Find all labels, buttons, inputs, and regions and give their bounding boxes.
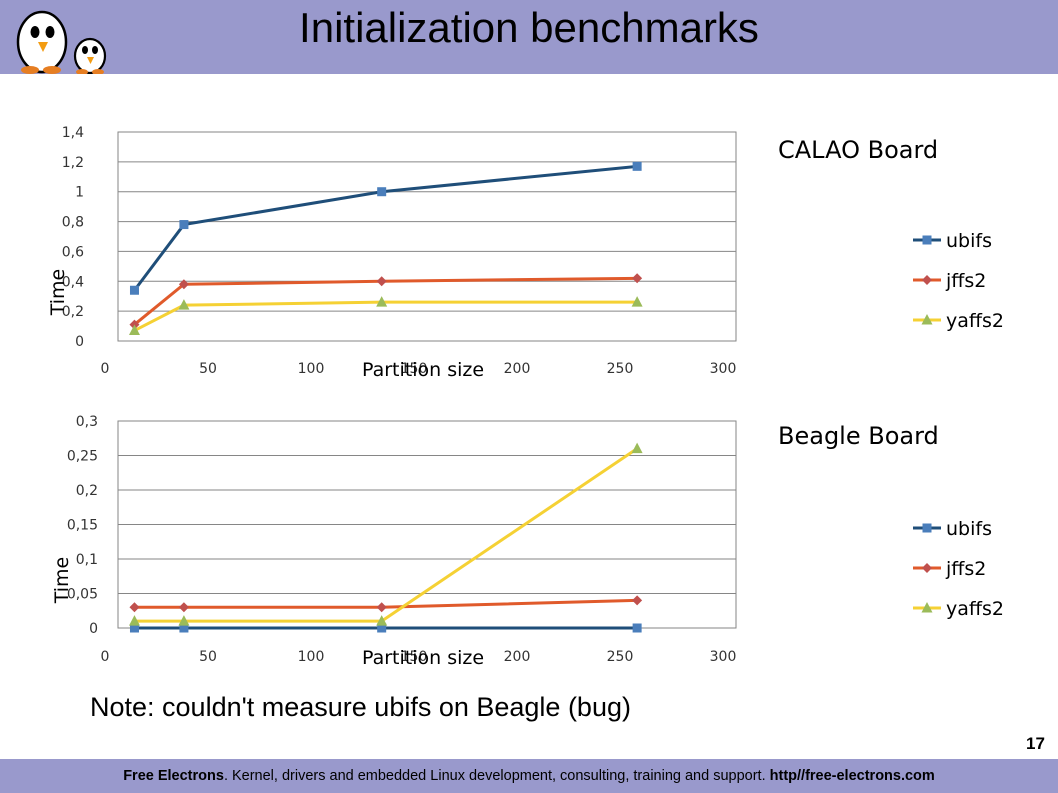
legend-label-ubifs: ubifs (946, 518, 992, 540)
y-tick-label: 0,25 (67, 449, 98, 465)
series-line-ubifs (133, 164, 638, 292)
x-tick-label: 200 (504, 361, 531, 377)
x-axis-label: Partition size (362, 359, 484, 381)
data-point-jffs2 (129, 602, 140, 613)
y-tick-label: 0,3 (76, 414, 98, 430)
series-line-yaffs2 (134, 447, 638, 623)
y-tick-label: 0,6 (62, 244, 84, 260)
x-tick-label: 150 (401, 361, 428, 377)
data-point-yaffs2 (631, 296, 643, 307)
data-point-ubifs (632, 161, 642, 171)
y-tick-label: 0,15 (67, 518, 98, 534)
y-tick-label: 0,05 (67, 587, 98, 603)
data-point-yaffs2 (631, 442, 643, 454)
data-point-jffs2 (376, 276, 387, 287)
data-point-jffs2 (376, 602, 387, 613)
series-line-yaffs2 (133, 300, 638, 332)
legend-marker-jffs2 (922, 275, 932, 285)
x-tick-label: 50 (199, 361, 217, 377)
legend-marker-jffs2 (922, 563, 932, 573)
x-axis-label: Partition size (362, 647, 484, 669)
y-tick-label: 0 (75, 334, 84, 350)
y-axis-label: Time (47, 269, 69, 317)
plot-frame (117, 131, 737, 342)
y-tick-label: 0,4 (62, 274, 84, 290)
legend-marker-yaffs2 (921, 314, 933, 325)
x-tick-label: 50 (199, 649, 217, 665)
slide-title: Initialization benchmarks (299, 4, 759, 51)
data-point-ubifs (632, 623, 642, 633)
legend-label-yaffs2: yaffs2 (946, 598, 1004, 620)
y-tick-label: 0 (89, 621, 98, 637)
legend-marker-yaffs2 (921, 602, 933, 613)
footer-text: Free Electrons. Kernel, drivers and embe… (0, 768, 1058, 784)
legend-label-ubifs: ubifs (946, 230, 992, 252)
penguin-logo-icon (16, 10, 107, 74)
y-tick-label: 1,4 (62, 125, 84, 141)
data-point-ubifs (377, 623, 387, 633)
x-tick-label: 300 (710, 649, 737, 665)
chart-title: Beagle Board (778, 422, 939, 450)
data-point-yaffs2 (128, 615, 140, 626)
x-tick-label: 200 (504, 649, 531, 665)
y-tick-label: 0,8 (62, 215, 84, 231)
data-point-ubifs (179, 220, 189, 230)
data-point-ubifs (129, 285, 139, 295)
y-tick-label: 0,1 (76, 552, 98, 568)
chart-title: CALAO Board (778, 136, 938, 164)
footer-company: Free Electrons (123, 768, 224, 784)
legend-marker-ubifs (922, 523, 932, 533)
y-tick-label: 1 (75, 185, 84, 201)
y-tick-label: 0,2 (76, 483, 98, 499)
footer-url[interactable]: http//free-electrons.com (769, 768, 935, 784)
page-number: 17 (1026, 734, 1045, 753)
footer-tagline: . Kernel, drivers and embedded Linux dev… (223, 768, 770, 784)
series-line-jffs2 (133, 276, 638, 326)
data-point-yaffs2 (376, 296, 388, 307)
y-tick-label: 1,2 (62, 155, 84, 171)
legend-marker-ubifs (922, 235, 932, 245)
x-tick-label: 250 (607, 361, 634, 377)
x-tick-label: 100 (298, 649, 325, 665)
series-line-jffs2 (134, 598, 638, 609)
legend-label-jffs2: jffs2 (945, 270, 986, 292)
data-point-jffs2 (178, 279, 189, 290)
legend-label-yaffs2: yaffs2 (946, 310, 1004, 332)
data-point-jffs2 (178, 602, 189, 613)
data-point-ubifs (129, 623, 139, 633)
x-tick-label: 300 (710, 361, 737, 377)
data-point-yaffs2 (178, 299, 190, 310)
x-tick-label: 150 (401, 649, 428, 665)
x-tick-label: 250 (607, 649, 634, 665)
data-point-yaffs2 (178, 615, 190, 626)
footer-bar: Free Electrons. Kernel, drivers and embe… (0, 759, 1058, 793)
data-point-yaffs2 (376, 615, 388, 626)
note-text: Note: couldn't measure ubifs on Beagle (… (90, 692, 631, 722)
y-axis-label: Time (51, 557, 73, 605)
legend-label-jffs2: jffs2 (945, 558, 986, 580)
data-point-jffs2 (632, 595, 643, 606)
data-point-ubifs (179, 623, 189, 633)
title-bar (0, 0, 1058, 74)
x-tick-label: 0 (101, 649, 110, 665)
x-tick-label: 100 (298, 361, 325, 377)
y-tick-label: 0,2 (62, 304, 84, 320)
x-tick-label: 0 (101, 361, 110, 377)
data-point-yaffs2 (128, 324, 140, 336)
data-point-jffs2 (632, 273, 643, 284)
data-point-ubifs (377, 187, 387, 197)
